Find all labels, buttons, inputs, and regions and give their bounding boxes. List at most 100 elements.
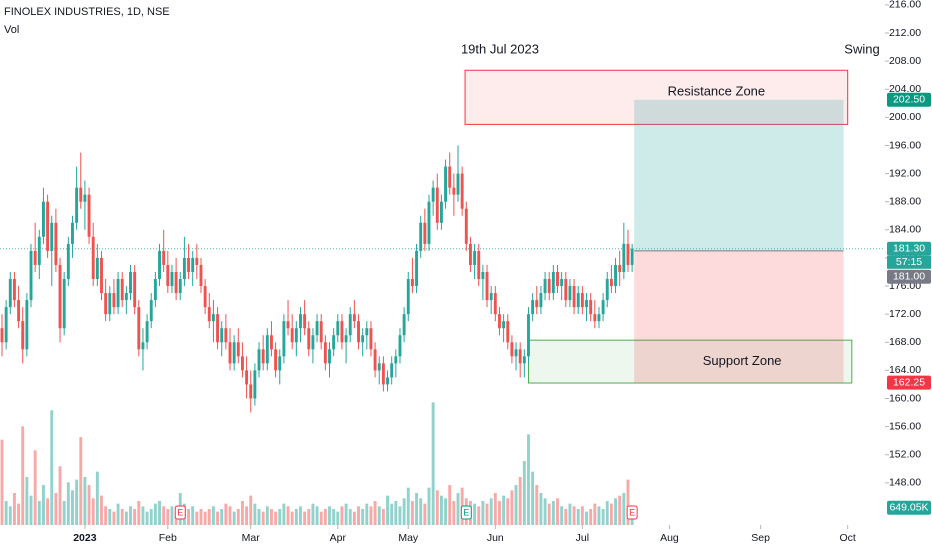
candle-body — [211, 314, 215, 322]
candle-body — [116, 279, 120, 308]
candle-body — [456, 173, 460, 195]
volume-bar — [133, 509, 137, 525]
candle-body — [452, 187, 456, 195]
annotation: 19th Jul 2023 — [461, 41, 539, 56]
volume-bar — [228, 506, 232, 525]
candle-body — [468, 243, 472, 265]
candle-body — [182, 257, 186, 280]
entry-label: 181.00 — [893, 271, 925, 283]
y-tick-label: 200.00 — [889, 111, 921, 123]
candle-body — [286, 321, 290, 329]
candle-body — [232, 342, 236, 364]
x-tick-label: Oct — [840, 532, 856, 544]
time-axis — [0, 525, 932, 550]
candle-body — [319, 321, 323, 343]
candle-body — [572, 286, 576, 308]
volume-bar — [66, 482, 70, 525]
volume-bar — [415, 493, 419, 525]
candle-body — [203, 286, 207, 308]
volume-bar — [270, 509, 273, 525]
volume-bar — [33, 450, 37, 525]
candle-body — [493, 293, 497, 315]
volume-bar — [398, 506, 402, 525]
volume-bar — [0, 439, 4, 525]
x-tick-label: Jun — [487, 532, 504, 544]
volume-bar — [377, 506, 381, 525]
candle-body — [547, 279, 551, 294]
candle-body — [390, 363, 394, 378]
candle-body — [42, 201, 45, 237]
volume-bar — [439, 495, 443, 525]
volume-bar — [170, 506, 174, 525]
y-tick-label: 188.00 — [889, 195, 921, 207]
volume-bar — [216, 511, 220, 525]
volume-bar — [278, 509, 282, 525]
volume-bar — [315, 506, 319, 525]
candle-body — [294, 328, 298, 343]
volume-bar — [25, 477, 29, 525]
volume-bar — [307, 509, 311, 525]
target-area — [634, 99, 844, 251]
candle-body — [618, 264, 622, 272]
candle-body — [58, 264, 62, 329]
volume-bar — [332, 509, 336, 525]
event-label: E — [177, 507, 183, 517]
volume-bar — [585, 511, 588, 525]
candle-body — [12, 279, 16, 301]
candle-body — [410, 279, 414, 287]
candle-body — [87, 194, 91, 237]
event-label: E — [463, 507, 469, 517]
volume-bar — [510, 490, 514, 525]
volume-bar — [95, 471, 99, 525]
candle-body — [71, 222, 74, 244]
x-tick-label: Jul — [576, 532, 589, 544]
candle-body — [0, 328, 4, 343]
candle-body — [66, 243, 70, 280]
candle-body — [162, 250, 166, 265]
candle-body — [17, 300, 21, 322]
stop-label: 162.25 — [893, 376, 925, 388]
volume-bar — [522, 461, 526, 525]
volume-bar — [373, 501, 377, 525]
target-label-box — [887, 92, 931, 107]
candle-body — [137, 307, 141, 350]
volume-bar — [282, 503, 286, 525]
candle-body — [344, 335, 348, 343]
volume-bar — [116, 503, 120, 525]
candle-body — [535, 300, 539, 308]
volume-bar — [609, 503, 613, 525]
candle-body — [207, 307, 211, 322]
candle-body — [605, 279, 609, 301]
volume-bar — [187, 509, 191, 525]
volume-bar — [299, 506, 302, 525]
candle-body — [489, 293, 493, 301]
candle-body — [502, 321, 506, 329]
x-tick-label: Aug — [660, 532, 679, 544]
candle-body — [274, 349, 278, 371]
candle-body — [323, 342, 327, 364]
candle-body — [104, 293, 108, 315]
volume-bar — [427, 487, 431, 525]
volume-bar — [535, 485, 539, 525]
y-tick-label: 148.00 — [889, 477, 921, 489]
y-tick-label: 164.00 — [889, 364, 921, 376]
candle-body — [531, 300, 535, 315]
candle-body — [54, 222, 58, 265]
volume-bar — [406, 487, 410, 525]
candle-body — [37, 236, 41, 265]
volume-bar — [547, 503, 551, 525]
candle-body — [149, 300, 153, 322]
candle-body — [91, 236, 95, 280]
volume-bar — [593, 503, 597, 525]
volume-bar — [551, 501, 555, 525]
x-tick-label: 2023 — [73, 532, 97, 544]
candle-body — [249, 384, 253, 399]
volume-bar — [42, 485, 45, 525]
volume-bar — [21, 426, 25, 525]
x-tick-label: Mar — [242, 532, 261, 544]
volume-bar — [556, 498, 559, 525]
volume-bar — [543, 498, 547, 525]
volume-bar — [514, 485, 518, 525]
candle-body — [473, 250, 477, 265]
last-price-label: 181.30 — [893, 243, 925, 255]
